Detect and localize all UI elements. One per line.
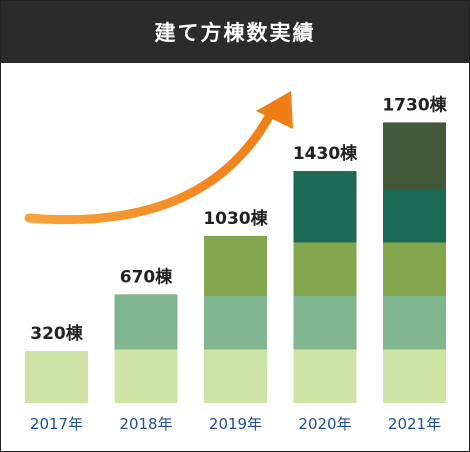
bar-3-segment-3 [204,235,267,296]
bar-4-segment-3 [293,242,357,296]
bar-2-segment-1 [114,349,178,403]
value-label-4: 1430棟 [293,143,358,164]
x-tick-label-3: 2019年 [209,415,262,433]
bar-5-segment-2 [383,296,446,350]
bar-2-segment-2 [114,294,178,350]
x-tick-label-2: 2018年 [119,415,172,433]
value-label-5: 1730棟 [382,94,447,115]
bar-3-segment-2 [204,296,267,350]
bar-5-segment-4 [383,189,446,243]
bar-1-segment-1 [25,351,88,403]
bar-5-segment-3 [383,242,446,296]
page-title: 建て方棟数実績 [1,1,469,63]
value-label-3: 1030棟 [203,208,268,229]
x-tick-label-5: 2021年 [388,415,441,433]
bar-5-segment-5 [383,122,446,189]
bar-4-segment-2 [293,296,357,350]
value-label-2: 670棟 [120,266,173,287]
bar-3-segment-1 [204,349,267,403]
value-label-1: 320棟 [30,323,83,344]
bar-4-segment-1 [293,349,357,403]
x-tick-label-4: 2020年 [298,415,351,433]
x-tick-label-1: 2017年 [30,415,83,433]
bar-5-segment-1 [383,349,446,403]
trend-arrow-icon [24,91,293,225]
bar-4-segment-4 [293,171,357,243]
